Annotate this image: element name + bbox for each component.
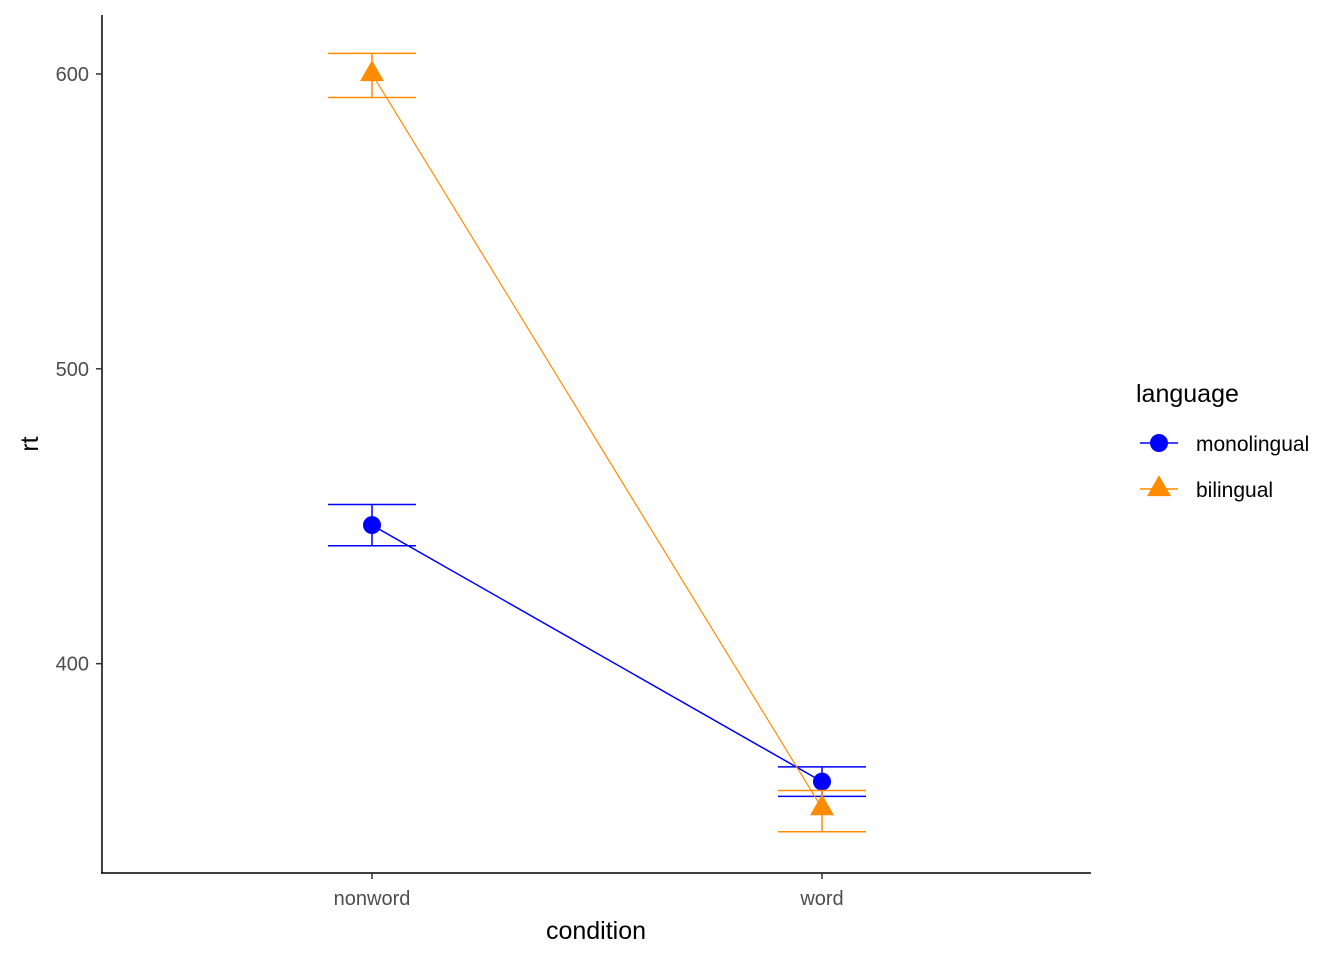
- data-point: [810, 794, 834, 816]
- legend-title: language: [1136, 380, 1239, 408]
- y-tick-label: 500: [56, 359, 89, 381]
- x-ticks: nonword word: [334, 873, 844, 910]
- data-point: [360, 60, 384, 82]
- y-ticks: 400 500 600: [56, 64, 102, 676]
- x-tick-label: word: [799, 888, 843, 910]
- legend: language monolingual bilingual: [1136, 380, 1309, 502]
- data-point: [813, 772, 831, 791]
- data-point: [363, 516, 381, 535]
- legend-item-bilingual: bilingual: [1140, 475, 1273, 502]
- series-line: [371, 73, 823, 809]
- legend-key-marker: [1147, 475, 1171, 497]
- y-tick-label: 600: [56, 64, 89, 86]
- legend-key-marker: [1150, 434, 1168, 452]
- series-line: [371, 524, 823, 783]
- series-layer: [328, 52, 866, 833]
- legend-item-monolingual: monolingual: [1140, 433, 1309, 456]
- y-axis-title: rt: [16, 436, 44, 451]
- axes: [101, 15, 1091, 874]
- series-bilingual: [328, 52, 866, 833]
- series-monolingual: [328, 503, 866, 798]
- legend-label: monolingual: [1196, 433, 1309, 456]
- y-tick-label: 400: [56, 654, 89, 676]
- x-tick-label: nonword: [334, 888, 411, 910]
- x-axis-title: condition: [546, 917, 646, 945]
- legend-items: monolingual bilingual: [1140, 433, 1309, 502]
- legend-label: bilingual: [1196, 479, 1273, 502]
